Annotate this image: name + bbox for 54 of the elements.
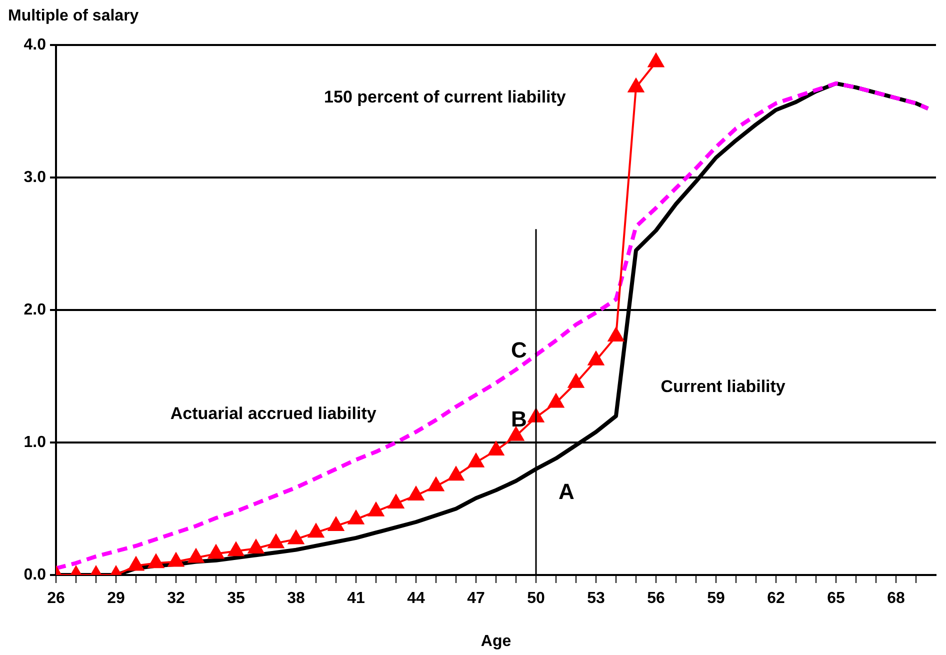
annotation: A xyxy=(558,478,574,504)
text: Current liability xyxy=(660,377,786,396)
x-tick-label: 68 xyxy=(887,590,905,608)
point xyxy=(188,548,204,563)
point xyxy=(288,530,304,544)
series-label: Actuarial accrued liability xyxy=(170,404,377,424)
point xyxy=(448,466,464,481)
x-tick-label: 65 xyxy=(827,590,845,608)
y-axis-title: Multiple of salary xyxy=(8,7,139,24)
annotation: B xyxy=(510,406,527,432)
x-tick-label: 35 xyxy=(227,590,245,608)
point xyxy=(148,554,164,568)
point xyxy=(488,441,504,456)
point xyxy=(428,477,444,492)
point xyxy=(568,374,584,388)
x-tick-label: 56 xyxy=(647,590,665,608)
point xyxy=(408,486,424,500)
point xyxy=(168,552,184,567)
point xyxy=(248,540,264,554)
point xyxy=(628,78,644,92)
y-tick-label: 2.0 xyxy=(24,301,46,318)
point xyxy=(388,494,404,508)
annotation: 150 percent of current liability xyxy=(324,88,566,107)
point xyxy=(648,53,664,68)
point xyxy=(128,556,144,571)
point xyxy=(588,351,604,366)
y-tick-label: 0.0 xyxy=(24,566,46,584)
x-tick-label: 47 xyxy=(467,590,485,608)
point xyxy=(348,510,364,524)
point xyxy=(468,453,484,468)
x-tick-label: 53 xyxy=(587,590,605,608)
y-tick-label: 1.0 xyxy=(24,434,46,451)
x-tick-label: 59 xyxy=(707,590,725,608)
point xyxy=(508,426,524,441)
annotation: C xyxy=(510,337,527,362)
point xyxy=(328,516,344,531)
x-tick-label: 29 xyxy=(107,590,125,608)
point xyxy=(368,502,384,516)
point xyxy=(308,524,324,538)
point xyxy=(268,534,284,548)
point xyxy=(608,328,624,342)
x-tick-label: 44 xyxy=(407,590,425,608)
y-tick-label: 4.0 xyxy=(24,36,46,54)
point xyxy=(228,542,244,556)
x-axis-title: Age xyxy=(480,632,512,650)
point xyxy=(548,394,564,408)
x-tick-label: 26 xyxy=(47,590,65,608)
x-tick-label: 41 xyxy=(347,590,365,608)
x-tick-label: 38 xyxy=(287,590,305,608)
x-tick-label: 50 xyxy=(527,590,545,608)
x-tick-label: 32 xyxy=(167,590,185,608)
y-tick-label: 3.0 xyxy=(24,168,46,186)
x-tick-label: 62 xyxy=(767,590,785,608)
point xyxy=(208,544,224,559)
